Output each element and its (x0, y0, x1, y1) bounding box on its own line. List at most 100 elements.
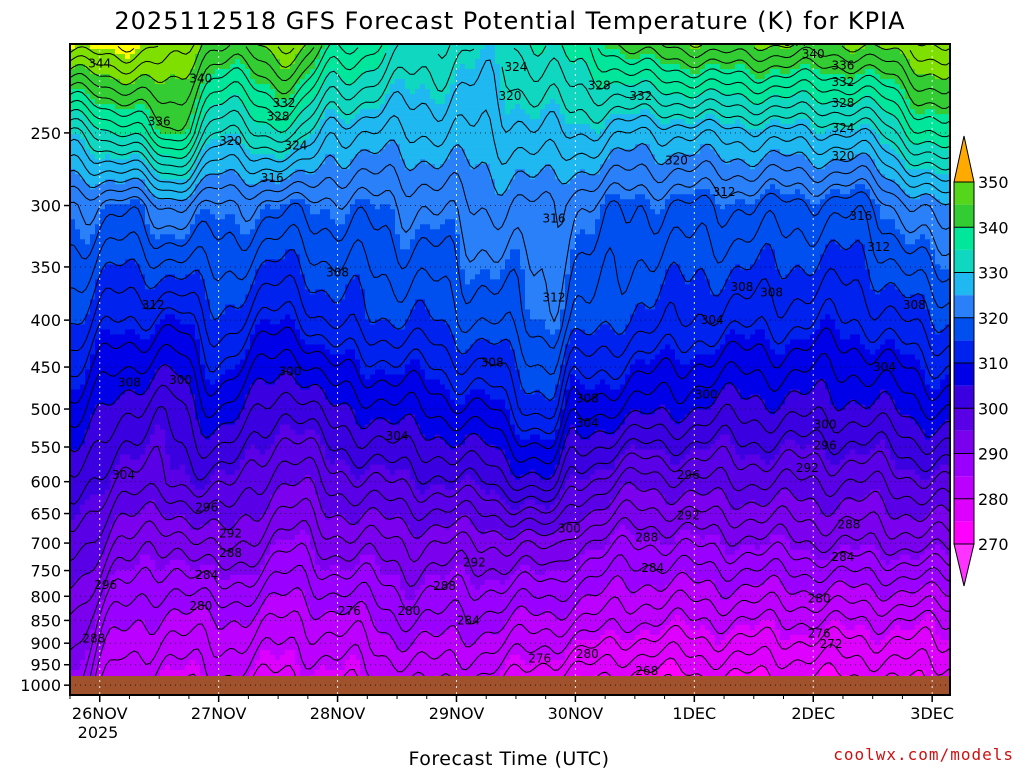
x-tick-label: 30NOV (548, 704, 604, 723)
y-axis: 250 300 350 400 450 500 550 600 650 700 750 800 850 9… (20, 124, 70, 695)
contour-label: 316 (849, 209, 872, 223)
contour-label: 304 (386, 429, 409, 443)
contour-label: 308 (481, 356, 504, 370)
contour-label: 292 (463, 556, 486, 570)
contour-label: 320 (499, 89, 522, 103)
colorbar-swatch (954, 182, 974, 205)
contour-label: 300 (169, 373, 192, 387)
contour-label: 332 (273, 96, 296, 110)
contour-label: 316 (261, 171, 284, 185)
colorbar-swatch (954, 498, 974, 522)
x-tick-label: 27NOV (191, 704, 247, 723)
contour-label: 308 (576, 392, 599, 406)
contour-label: 296 (814, 439, 837, 453)
x-tick-label: 3DEC (910, 704, 954, 723)
contour-line (70, 297, 950, 435)
colorbar-swatch (954, 272, 974, 296)
contour-label: 280 (397, 604, 420, 618)
contour-label: 284 (832, 550, 855, 564)
colorbar-tick-label: 280 (978, 490, 1009, 509)
contour-label: 328 (832, 96, 855, 110)
x-axis: 26NOV 27NOV 28NOV 29NOV 30NOV 1DEC 2DEC 3DEC (69, 695, 954, 723)
contour-label: 324 (504, 60, 527, 74)
contour-line (70, 384, 950, 492)
contour-line (70, 176, 950, 323)
y-tick-label: 800 (30, 587, 61, 606)
contour-label: 336 (148, 115, 171, 129)
contour-line (70, 44, 950, 132)
y-tick-label: 650 (30, 505, 61, 524)
contour-label: 276 (528, 651, 551, 665)
contour-line (70, 534, 950, 693)
contour-label: 272 (820, 637, 843, 651)
contour-line (70, 44, 950, 106)
colorbar-tick-label: 290 (978, 445, 1009, 464)
colorbar-swatch (954, 340, 974, 363)
contour-line (70, 205, 950, 376)
contour-label: 288 (82, 632, 105, 646)
contour-line (70, 324, 950, 450)
contour-line (117, 46, 135, 53)
x-axis-year: 2025 (78, 723, 119, 742)
contour-line (70, 364, 950, 480)
contour-label: 320 (219, 134, 242, 148)
contour-label: 300 (814, 418, 837, 432)
contour-label: 312 (713, 185, 736, 199)
colorbar-tick-label: 270 (978, 535, 1009, 554)
contour-label: 268 (635, 664, 658, 678)
colorbar: 270 280 290 300 310 320 330 340 350 (953, 135, 1009, 587)
contour-label: 276 (808, 626, 831, 640)
contour-label: 296 (94, 578, 117, 592)
contour-label: 312 (543, 291, 566, 305)
credit-text: coolwx.com/models (833, 745, 1014, 764)
contour-label: 280 (189, 599, 212, 613)
y-tick-label: 850 (30, 611, 61, 630)
x-axis-label: Forecast Time (UTC) (409, 748, 610, 768)
theta-contours (70, 44, 950, 695)
contour-label: 292 (796, 461, 819, 475)
colorbar-tick-label: 320 (978, 309, 1009, 328)
contour-label: 284 (457, 613, 480, 627)
colorbar-swatch (954, 363, 974, 386)
contour-label: 300 (279, 364, 302, 378)
x-tick-label: 28NOV (310, 704, 366, 723)
contour-line (70, 191, 950, 349)
contour-line (70, 59, 950, 185)
contour-label: 328 (267, 110, 290, 124)
contour-line (70, 48, 950, 176)
x-tick-label: 29NOV (429, 704, 485, 723)
colorbar-low-arrow (953, 543, 975, 587)
colorbar-tick-label: 340 (978, 218, 1009, 237)
colorbar-swatch (954, 317, 974, 341)
contour-label: 340 (802, 47, 825, 61)
contour-label: 332 (832, 75, 855, 89)
contour-label: 304 (701, 313, 724, 327)
contour-label: 312 (867, 240, 890, 254)
colorbar-swatch (954, 295, 974, 318)
contour-label: 296 (195, 500, 218, 514)
contour-label: 308 (326, 266, 349, 280)
contour-label: 296 (677, 468, 700, 482)
contour-label: 308 (118, 376, 141, 390)
contour-label: 336 (832, 58, 855, 72)
chart-title: 2025112518 GFS Forecast Potential Temper… (114, 7, 905, 35)
contour-line (70, 239, 950, 402)
contour-line (97, 589, 950, 690)
contour-label: 280 (808, 592, 831, 606)
colorbar-tick-label: 330 (978, 264, 1009, 283)
contour-line (70, 44, 950, 142)
colorbar-swatch (954, 227, 974, 250)
colorbar-swatch (954, 385, 974, 409)
contour-line (70, 516, 950, 651)
contour-label: 308 (730, 280, 753, 294)
contour-label: 324 (284, 138, 307, 152)
y-tick-label: 450 (30, 358, 61, 377)
colorbar-high-arrow (953, 135, 975, 183)
grid-lines (70, 44, 950, 695)
contour-line (93, 571, 950, 683)
contour-label: 320 (665, 154, 688, 168)
colorbar-tick-label: 300 (978, 399, 1009, 418)
y-tick-label: 600 (30, 473, 61, 492)
